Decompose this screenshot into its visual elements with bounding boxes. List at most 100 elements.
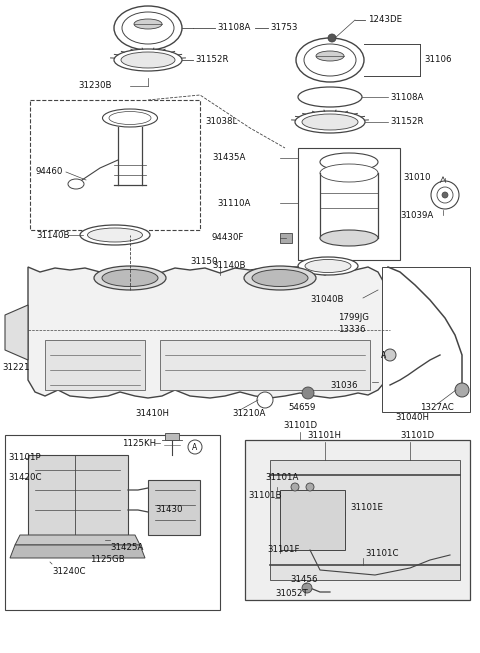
Text: 94430F: 94430F xyxy=(212,234,244,242)
Polygon shape xyxy=(5,305,28,360)
Ellipse shape xyxy=(252,270,308,287)
Text: 31456: 31456 xyxy=(290,575,317,584)
Polygon shape xyxy=(28,455,128,535)
Text: 54659: 54659 xyxy=(288,404,316,413)
Text: 31101D: 31101D xyxy=(283,421,317,430)
Polygon shape xyxy=(45,340,145,390)
Ellipse shape xyxy=(87,228,143,242)
Polygon shape xyxy=(245,440,470,600)
Text: 31210A: 31210A xyxy=(232,409,265,417)
Bar xyxy=(298,148,400,260)
Text: 31221: 31221 xyxy=(2,364,29,372)
Circle shape xyxy=(257,392,273,408)
Circle shape xyxy=(431,181,459,209)
Ellipse shape xyxy=(320,230,378,246)
Circle shape xyxy=(188,440,202,454)
Text: 31040H: 31040H xyxy=(395,413,429,422)
Circle shape xyxy=(442,192,448,198)
Circle shape xyxy=(291,483,299,491)
Bar xyxy=(30,100,200,230)
Ellipse shape xyxy=(121,52,175,68)
Ellipse shape xyxy=(94,266,166,290)
Text: 31240C: 31240C xyxy=(52,567,85,577)
Polygon shape xyxy=(280,490,345,550)
Text: 31140B: 31140B xyxy=(36,231,70,240)
Text: 31010: 31010 xyxy=(404,174,431,182)
Text: 31435A: 31435A xyxy=(212,153,245,163)
Bar xyxy=(382,267,470,412)
Text: 31106: 31106 xyxy=(424,56,452,65)
Text: 1799JG: 1799JG xyxy=(338,313,369,323)
Bar xyxy=(280,233,292,243)
Text: 31036: 31036 xyxy=(330,381,358,389)
Ellipse shape xyxy=(122,12,174,44)
Text: 31108A: 31108A xyxy=(390,93,423,101)
Circle shape xyxy=(328,34,336,42)
Circle shape xyxy=(384,349,396,361)
Ellipse shape xyxy=(304,44,356,76)
Text: 31039A: 31039A xyxy=(400,210,433,219)
Ellipse shape xyxy=(305,259,351,272)
Text: 1125KH: 1125KH xyxy=(122,439,156,447)
Text: 31101H: 31101H xyxy=(307,432,341,441)
Text: 31101P: 31101P xyxy=(8,453,41,462)
Polygon shape xyxy=(160,340,370,390)
Text: 31430: 31430 xyxy=(155,505,182,515)
Ellipse shape xyxy=(295,111,365,133)
Ellipse shape xyxy=(68,179,84,189)
Text: 31410H: 31410H xyxy=(135,409,169,417)
Text: 31110A: 31110A xyxy=(217,199,251,208)
Text: 31101A: 31101A xyxy=(265,473,299,483)
Text: 31101D: 31101D xyxy=(400,430,434,439)
Ellipse shape xyxy=(102,270,158,287)
Circle shape xyxy=(455,383,469,397)
Text: 31140B: 31140B xyxy=(212,261,245,270)
Polygon shape xyxy=(148,480,200,535)
Ellipse shape xyxy=(320,164,378,182)
Polygon shape xyxy=(270,460,460,580)
Ellipse shape xyxy=(109,112,151,125)
Text: 31425A: 31425A xyxy=(110,543,144,552)
Ellipse shape xyxy=(316,51,344,61)
Text: 1327AC: 1327AC xyxy=(420,404,454,413)
Text: 31150: 31150 xyxy=(190,257,217,266)
Text: 31152R: 31152R xyxy=(195,56,228,65)
Text: A: A xyxy=(192,443,198,451)
Circle shape xyxy=(302,583,312,593)
Ellipse shape xyxy=(320,153,378,171)
Bar xyxy=(5,435,220,610)
Text: 1125GB: 1125GB xyxy=(90,556,125,564)
Text: 31101C: 31101C xyxy=(365,549,398,558)
Ellipse shape xyxy=(298,257,358,275)
Circle shape xyxy=(437,187,453,203)
Polygon shape xyxy=(10,545,145,558)
Text: 31753: 31753 xyxy=(270,24,298,33)
Text: 13336: 13336 xyxy=(338,325,365,334)
Ellipse shape xyxy=(114,6,182,50)
Ellipse shape xyxy=(134,19,162,29)
Text: 31040B: 31040B xyxy=(310,296,344,304)
Ellipse shape xyxy=(114,49,182,71)
Ellipse shape xyxy=(298,87,362,107)
Polygon shape xyxy=(15,535,140,545)
Ellipse shape xyxy=(296,38,364,82)
Text: 31052T: 31052T xyxy=(275,590,308,599)
Ellipse shape xyxy=(244,266,316,290)
Text: 31101F: 31101F xyxy=(267,545,300,554)
Text: 31420C: 31420C xyxy=(8,473,41,483)
Text: 31101E: 31101E xyxy=(350,503,383,513)
Circle shape xyxy=(302,387,314,399)
Text: A: A xyxy=(382,351,386,360)
Text: 94460: 94460 xyxy=(36,168,63,176)
Ellipse shape xyxy=(103,109,157,127)
Text: 31101B: 31101B xyxy=(248,490,281,500)
Polygon shape xyxy=(28,267,390,398)
Text: 1243DE: 1243DE xyxy=(368,16,402,25)
Ellipse shape xyxy=(302,114,358,130)
Text: 31152R: 31152R xyxy=(390,118,423,127)
Ellipse shape xyxy=(80,225,150,245)
Circle shape xyxy=(306,483,314,491)
Text: 31230B: 31230B xyxy=(78,82,111,91)
Text: 31038L: 31038L xyxy=(205,118,237,127)
Text: 31108A: 31108A xyxy=(217,24,251,33)
